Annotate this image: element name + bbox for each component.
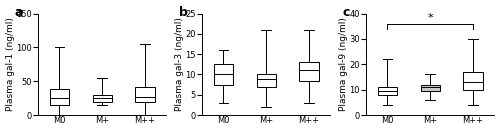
PathPatch shape <box>256 75 276 87</box>
Text: a: a <box>15 6 24 18</box>
PathPatch shape <box>378 87 397 95</box>
PathPatch shape <box>50 89 69 105</box>
PathPatch shape <box>420 85 440 91</box>
PathPatch shape <box>300 62 318 81</box>
PathPatch shape <box>92 95 112 102</box>
Y-axis label: Plasma gal-1 (ng/ml): Plasma gal-1 (ng/ml) <box>6 17 15 111</box>
PathPatch shape <box>136 87 154 102</box>
PathPatch shape <box>464 72 482 90</box>
PathPatch shape <box>214 64 233 85</box>
Y-axis label: Plasma gal-3 (ng/ml): Plasma gal-3 (ng/ml) <box>175 17 184 111</box>
Y-axis label: Plasma gal-9 (ng/ml): Plasma gal-9 (ng/ml) <box>338 17 347 111</box>
Text: b: b <box>179 6 188 18</box>
Text: c: c <box>343 6 350 18</box>
Text: *: * <box>428 12 433 23</box>
